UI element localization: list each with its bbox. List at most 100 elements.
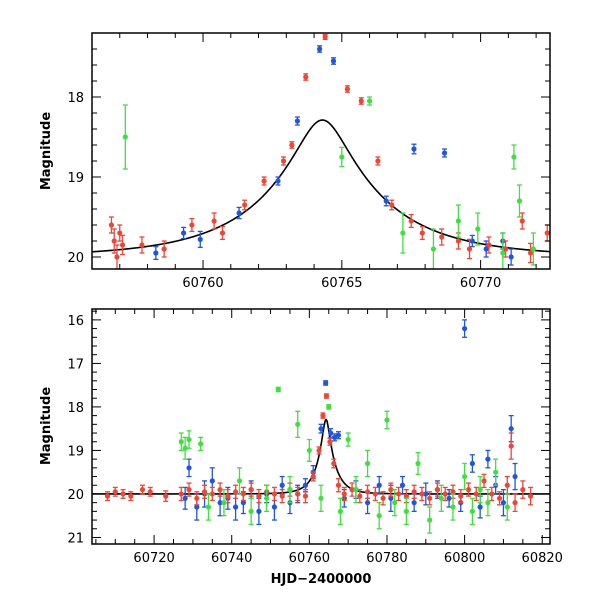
data-point [430,228,437,269]
data-point [128,491,134,502]
data-point [186,458,192,478]
data-point [117,224,123,242]
x-tick-label: 60765 [321,276,362,291]
data-point [256,488,262,504]
data-point [331,433,338,442]
data-point [337,497,344,526]
y-tick-label: 20 [67,488,84,503]
x-tick-label: 60760 [289,551,330,566]
y-tick-label: 21 [67,531,84,546]
data-point [240,486,246,502]
data-point [504,493,510,521]
data-point [147,486,153,497]
data-point [469,234,475,248]
data-point [462,462,468,491]
top-model-curve-layer [92,119,550,253]
bottom-y-axis-title: Magnitude [39,387,54,466]
data-point [295,410,301,439]
data-point [275,386,281,393]
data-point [287,475,293,504]
data-point [139,484,146,495]
data-point [411,143,417,155]
data-point [271,486,278,502]
data-point [111,228,117,254]
data-point [411,484,417,499]
data-point [178,486,184,502]
data-point [335,478,342,493]
data-point [182,436,188,460]
data-point [485,488,491,517]
data-point [441,148,448,158]
data-point [415,451,421,476]
data-point [466,238,473,260]
top-series-2 [122,96,536,269]
data-point [335,431,342,440]
data-point [119,234,126,256]
data-point [289,141,295,149]
data-point [316,446,322,455]
data-point [358,97,364,105]
data-point [439,228,445,246]
top-series-1 [108,33,550,269]
bottom-data-layer [104,319,534,534]
top-data-layer [108,33,550,269]
data-point [275,176,281,186]
data-point [122,104,128,170]
data-point [500,232,506,269]
x-axis-title: HJD−2400000 [271,572,372,587]
top-y-axis-title: Magnitude [39,112,54,191]
bottom-panel-frame [91,308,551,545]
data-point [508,432,514,460]
data-point [375,156,381,166]
data-point [511,144,517,170]
data-point [331,458,337,469]
data-point [376,502,382,530]
data-point [345,432,351,447]
data-point [481,473,487,489]
data-point [242,199,248,211]
data-point [364,484,371,499]
data-point [519,212,525,230]
data-point [189,217,195,233]
data-point [516,184,523,218]
data-point [442,486,448,502]
data-point [217,482,223,497]
data-point [419,225,425,241]
data-point [427,506,433,534]
data-point [483,240,489,258]
data-point [225,488,231,504]
data-point [527,242,534,264]
data-point [427,491,433,506]
data-point [434,482,441,497]
data-point [198,436,204,452]
bottom-panel: 60720 60740 60760 60780 60800 60820 16 17 18 19 20… [39,308,563,587]
top-panel: 60760 60765 60770 18 19 20 Magnitude [39,32,551,291]
data-point [384,410,390,430]
top-model-curve [92,119,550,253]
data-point [163,490,169,503]
data-point [341,486,347,502]
data-point [502,240,509,258]
data-point [344,85,350,93]
data-point [372,486,378,502]
data-point [153,245,159,261]
data-point [400,212,406,254]
data-point [339,146,345,168]
data-point [500,488,507,517]
data-point [186,430,192,449]
data-point [477,475,483,504]
data-point [330,57,337,65]
data-point [380,491,386,506]
data-point [294,116,301,126]
data-point [349,482,355,497]
data-point [408,213,414,229]
data-point [323,393,330,399]
data-point [493,458,499,486]
y-tick-label: 18 [67,91,84,106]
data-point [512,493,518,513]
data-point [236,467,243,495]
data-point [399,475,406,495]
data-point [419,486,425,502]
data-point [527,486,534,506]
